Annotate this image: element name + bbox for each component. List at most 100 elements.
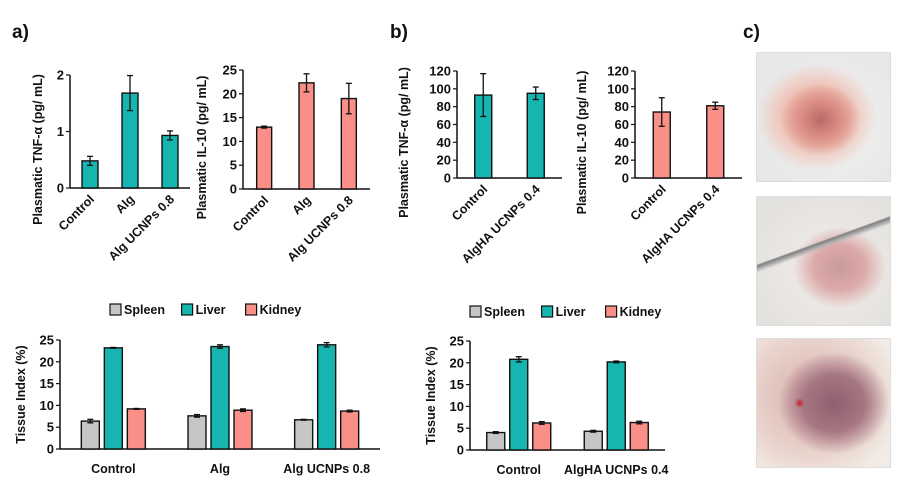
y-tick-label: 10 [40, 398, 54, 413]
figure-charts: 0 1 2 Plasmatic TNF-α (pg/ mL) Control Alg Alg… [14, 63, 742, 477]
legend-label: Spleen [124, 303, 165, 317]
bar-spleen [187, 415, 207, 450]
chart-a-tissue: 0 5 10 15 20 25 Tissue Index (%) Control Alg Alg … [14, 303, 380, 476]
bar-kidney [629, 421, 649, 451]
y-tick-label: 25 [40, 333, 54, 348]
bar-kidney [532, 422, 552, 451]
bar-liver [103, 347, 124, 450]
x-tick-label: Alg [113, 192, 137, 216]
legend-item-spleen: Spleen [109, 303, 165, 317]
y-tick-label: 20 [437, 153, 451, 168]
y-tick-label: 10 [223, 134, 237, 149]
legend-label: Liver [556, 305, 586, 319]
chart-b-il10: 0 20 40 60 80 100 120 Plasmatic IL-10 (pg/ mL) C… [575, 64, 742, 266]
x-tick-label: AlgHA UCNPs 0.4 [564, 463, 668, 477]
legend-item-liver: Liver [181, 303, 226, 317]
y-tick-label: 10 [450, 399, 464, 414]
bar-spleen [583, 430, 603, 451]
bar-kidney [233, 409, 253, 450]
legend-label: Kidney [620, 305, 662, 319]
bar-liver [509, 358, 529, 451]
legend-swatch [540, 305, 554, 318]
legend-item-kidney: Kidney [604, 305, 662, 319]
y-tick-label: 80 [437, 99, 451, 114]
y-axis-title: Tissue Index (%) [14, 345, 28, 443]
y-axis-title: Tissue Index (%) [424, 346, 438, 444]
y-tick-label: 40 [615, 135, 629, 150]
y-tick-label: 15 [223, 110, 237, 125]
x-tick-label: Control [497, 463, 541, 477]
y-tick-label: 0 [230, 182, 237, 197]
y-tick-label: 1 [57, 124, 64, 139]
legend-label: Kidney [260, 303, 302, 317]
y-tick-label: 40 [437, 135, 451, 150]
x-tick-label: Control [628, 182, 669, 223]
wound-photo-2 [756, 196, 891, 326]
legend-item-spleen: Spleen [469, 305, 525, 319]
legend-item-liver: Liver [540, 305, 586, 319]
bar-algha-ucnps-0-4 [706, 105, 725, 179]
y-tick-label: 80 [615, 99, 629, 114]
wound-photo-3 [756, 338, 891, 468]
x-tick-label: Control [230, 193, 271, 234]
y-tick-label: 25 [223, 63, 237, 78]
y-tick-label: 15 [40, 376, 54, 391]
legend-label: Liver [196, 303, 226, 317]
y-tick-label: 120 [607, 64, 629, 79]
legend-swatch [181, 303, 194, 316]
bar-spleen [80, 420, 101, 450]
y-axis-title: Plasmatic IL-10 (pg/ mL) [195, 76, 209, 220]
y-tick-label: 20 [450, 355, 464, 370]
panel-label-a: a) [12, 22, 29, 43]
panel-label-b: b) [390, 22, 408, 43]
y-tick-label: 60 [615, 117, 629, 132]
chart-b-tissue: 0 5 10 15 20 25 Tissue Index (%) Control AlgHA U… [424, 305, 669, 477]
x-tick-label: Control [91, 462, 135, 476]
y-tick-label: 5 [47, 420, 54, 435]
y-tick-label: 0 [57, 181, 64, 196]
bar-spleen [486, 431, 506, 451]
bar-kidney [126, 408, 147, 450]
legend-label: Spleen [484, 305, 525, 319]
y-tick-label: 100 [429, 81, 451, 96]
bar-alg [298, 82, 315, 190]
bar-control [255, 126, 273, 190]
bar-spleen [293, 419, 314, 450]
bar-liver [606, 361, 626, 451]
x-tick-label: Alg [210, 462, 230, 476]
bar-kidney [339, 410, 360, 450]
y-tick-label: 15 [450, 377, 464, 392]
legend-swatch [469, 305, 482, 318]
y-tick-label: 20 [40, 354, 54, 369]
y-axis-title: Plasmatic IL-10 (pg/ mL) [575, 71, 589, 215]
y-tick-label: 120 [429, 64, 451, 79]
y-tick-label: 0 [457, 443, 464, 458]
bar-liver [316, 344, 337, 450]
y-tick-label: 0 [47, 442, 54, 457]
y-tick-label: 2 [57, 68, 64, 83]
y-tick-label: 5 [230, 158, 237, 173]
x-tick-label: Alg [289, 193, 313, 217]
y-tick-label: 0 [444, 171, 451, 186]
y-tick-label: 20 [615, 153, 629, 168]
legend-item-kidney: Kidney [245, 303, 302, 317]
bar-algha-ucnps-0-4 [526, 92, 545, 179]
y-tick-label: 60 [437, 117, 451, 132]
x-tick-label: Alg UCNPs 0.8 [283, 462, 370, 476]
y-tick-label: 25 [450, 334, 464, 349]
chart-a-il10: 0 5 10 15 20 25 Plasmatic IL-10 (pg/ mL) Contro… [195, 63, 370, 265]
chart-b-tnf: 0 20 40 60 80 100 120 Plasmatic TNF-α (pg/ mL) C… [397, 64, 562, 266]
panel-label-c: c) [743, 22, 760, 43]
bar-alg-ucnps-0-8 [161, 134, 179, 189]
bar-liver [210, 345, 230, 450]
y-tick-label: 100 [607, 81, 629, 96]
y-tick-label: 20 [223, 86, 237, 101]
legend-swatch [109, 303, 122, 316]
wound-photo-1 [756, 52, 891, 182]
x-tick-label: Control [449, 182, 490, 223]
legend-swatch [245, 303, 258, 316]
y-tick-label: 0 [622, 171, 629, 186]
legend-swatch [604, 305, 618, 318]
y-axis-title: Plasmatic TNF-α (pg/ mL) [397, 67, 411, 218]
